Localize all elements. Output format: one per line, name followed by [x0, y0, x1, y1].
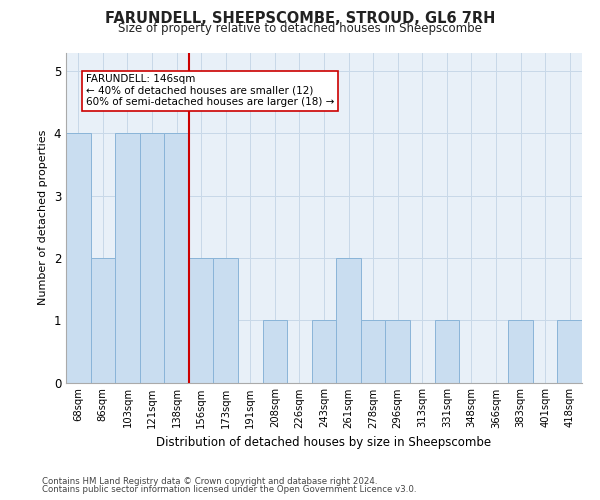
- Y-axis label: Number of detached properties: Number of detached properties: [38, 130, 48, 305]
- Text: Size of property relative to detached houses in Sheepscombe: Size of property relative to detached ho…: [118, 22, 482, 35]
- Bar: [361, 320, 385, 382]
- Bar: [336, 258, 361, 382]
- Bar: [115, 134, 140, 382]
- Bar: [66, 134, 91, 382]
- Bar: [214, 258, 238, 382]
- Bar: [91, 258, 115, 382]
- Bar: [140, 134, 164, 382]
- Bar: [434, 320, 459, 382]
- X-axis label: Distribution of detached houses by size in Sheepscombe: Distribution of detached houses by size …: [157, 436, 491, 449]
- Text: Contains public sector information licensed under the Open Government Licence v3: Contains public sector information licen…: [42, 485, 416, 494]
- Bar: [312, 320, 336, 382]
- Bar: [385, 320, 410, 382]
- Bar: [164, 134, 189, 382]
- Bar: [263, 320, 287, 382]
- Text: FARUNDELL, SHEEPSCOMBE, STROUD, GL6 7RH: FARUNDELL, SHEEPSCOMBE, STROUD, GL6 7RH: [105, 11, 495, 26]
- Bar: [189, 258, 214, 382]
- Bar: [508, 320, 533, 382]
- Text: FARUNDELL: 146sqm
← 40% of detached houses are smaller (12)
60% of semi-detached: FARUNDELL: 146sqm ← 40% of detached hous…: [86, 74, 334, 108]
- Text: Contains HM Land Registry data © Crown copyright and database right 2024.: Contains HM Land Registry data © Crown c…: [42, 477, 377, 486]
- Bar: [557, 320, 582, 382]
